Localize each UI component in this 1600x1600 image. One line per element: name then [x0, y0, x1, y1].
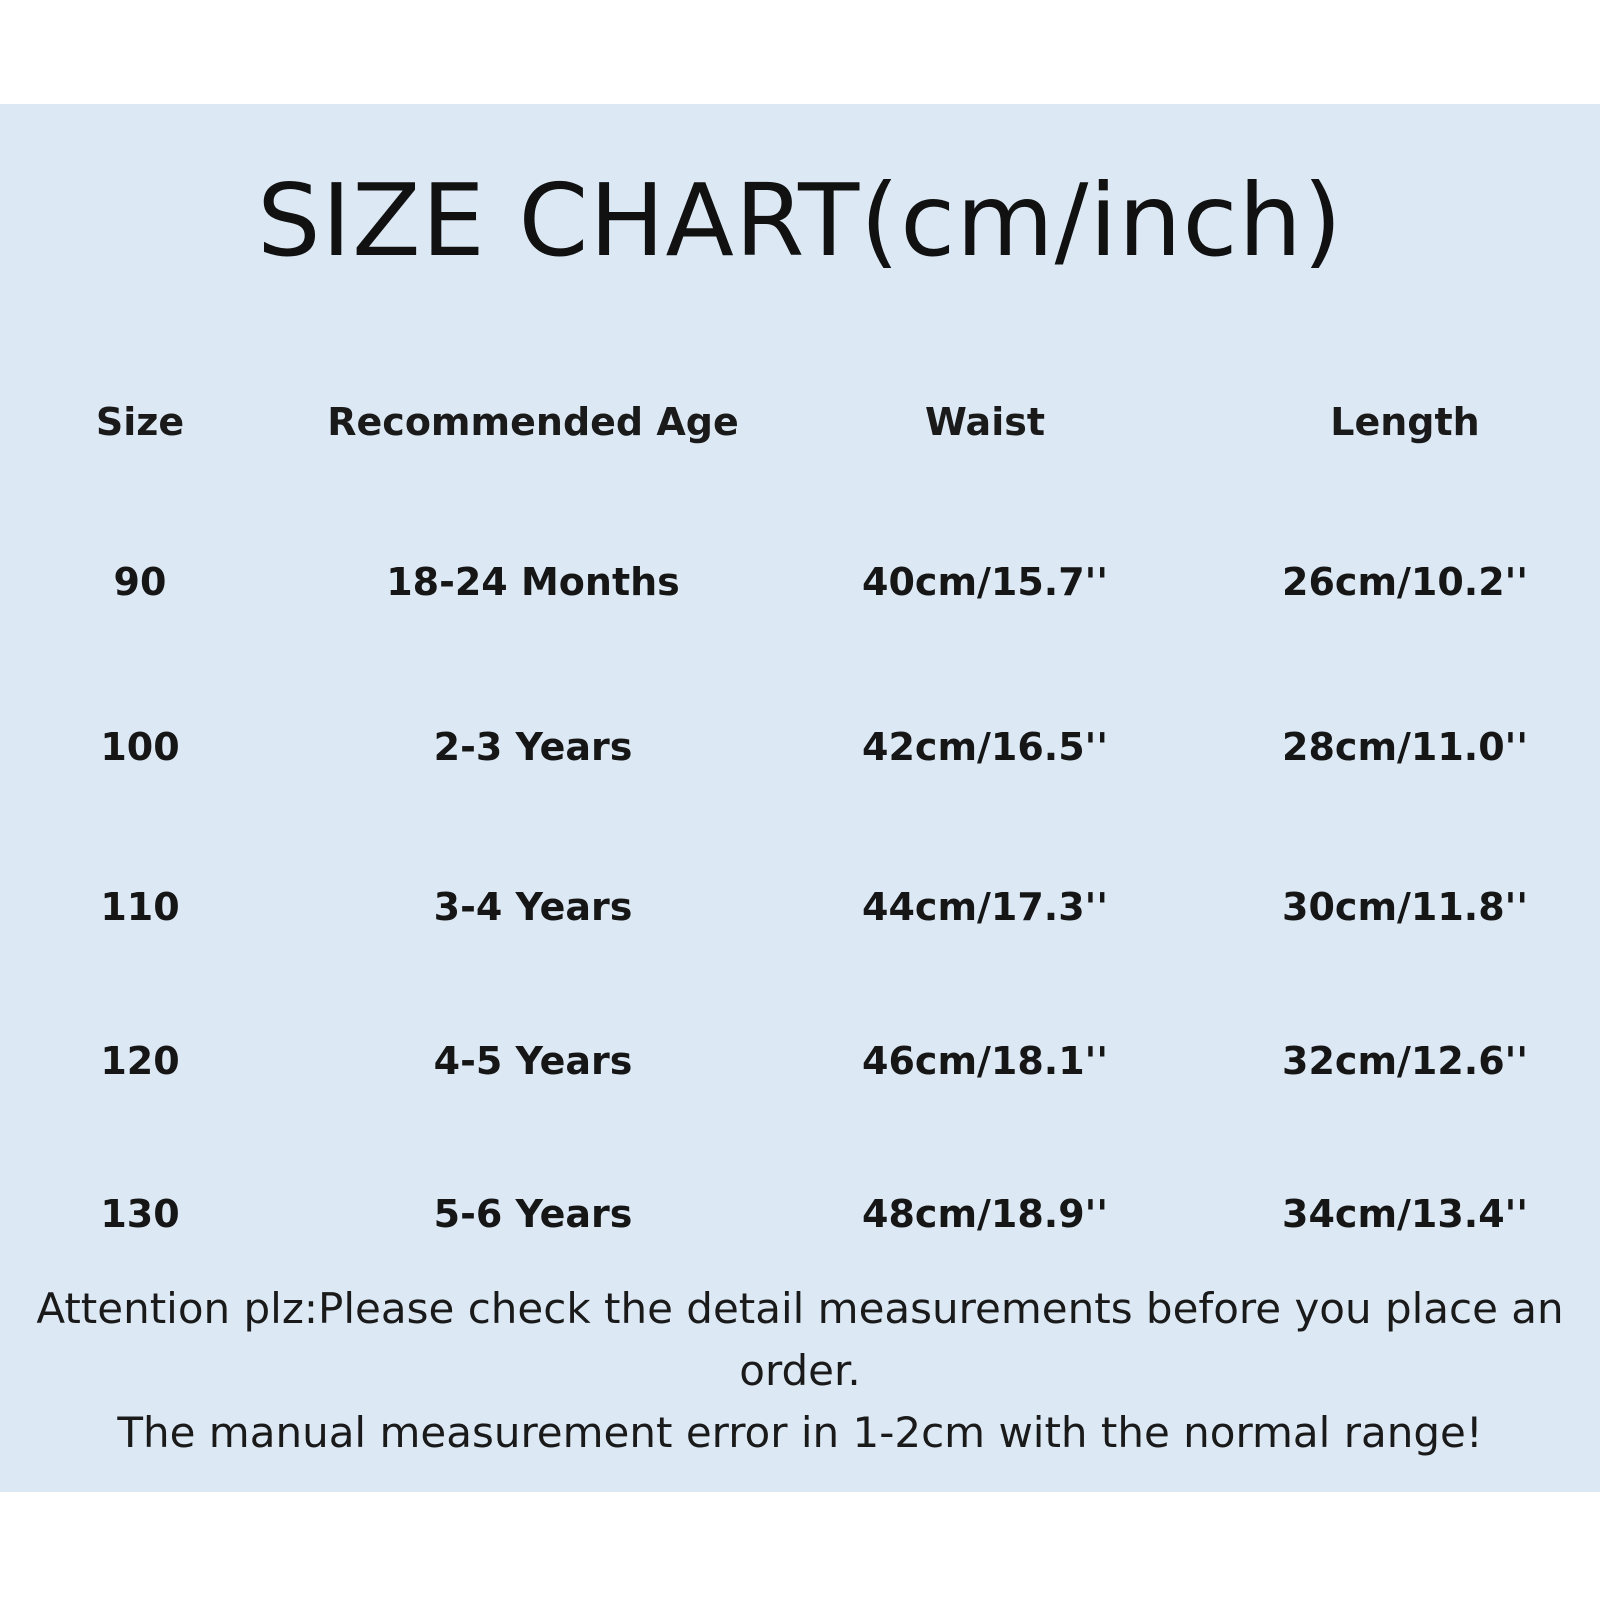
cell-age: 5-6 Years [433, 1192, 633, 1236]
page-title: SIZE CHART(cm/inch) [257, 162, 1343, 279]
header-size: Size [95, 400, 185, 444]
header-waist: Waist [924, 400, 1046, 444]
cell-length: 28cm/11.0'' [1282, 725, 1528, 769]
header-length: Length [1330, 400, 1480, 444]
cell-waist: 46cm/18.1'' [862, 1039, 1108, 1083]
cell-age: 2-3 Years [433, 725, 633, 769]
size-table: Size Recommended Age Waist Length 90 18-… [0, 104, 1600, 1492]
cell-length: 34cm/13.4'' [1282, 1192, 1528, 1236]
cell-waist: 42cm/16.5'' [862, 725, 1108, 769]
cell-size: 90 [113, 560, 167, 604]
cell-length: 30cm/11.8'' [1282, 885, 1528, 929]
attention-note: Attention plz:Please check the detail me… [36, 1284, 1564, 1395]
cell-size: 100 [100, 725, 180, 769]
cell-age: 18-24 Months [386, 560, 680, 604]
cell-waist: 48cm/18.9'' [862, 1192, 1108, 1236]
measurement-error-note: The manual measurement error in 1-2cm wi… [117, 1408, 1483, 1457]
header-recommended-age: Recommended Age [327, 400, 739, 444]
cell-age: 4-5 Years [433, 1039, 633, 1083]
cell-age: 3-4 Years [433, 885, 633, 929]
cell-size: 130 [100, 1192, 180, 1236]
cell-size: 110 [100, 885, 180, 929]
cell-waist: 44cm/17.3'' [862, 885, 1108, 929]
cell-waist: 40cm/15.7'' [862, 560, 1108, 604]
cell-length: 32cm/12.6'' [1282, 1039, 1528, 1083]
size-chart-panel: SIZE CHART(cm/inch) Size Recommended Age… [0, 104, 1600, 1492]
cell-length: 26cm/10.2'' [1282, 560, 1528, 604]
cell-size: 120 [100, 1039, 180, 1083]
